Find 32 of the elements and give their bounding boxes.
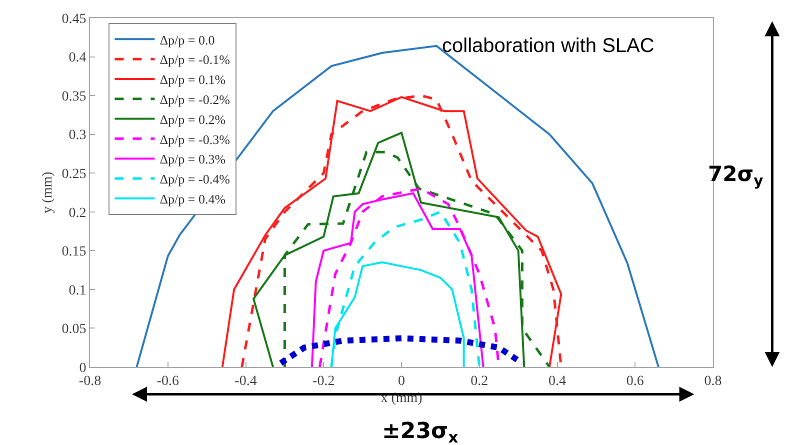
x-tick-label: 0.8 <box>704 374 722 389</box>
x-tick-label: 0.6 <box>626 374 644 389</box>
x-tick-label: -0.8 <box>78 374 102 389</box>
x-tick-label: -0.6 <box>156 374 179 389</box>
y-tick-label: 0.25 <box>62 167 86 182</box>
annotation: 72σ$_{y}$ <box>708 162 764 190</box>
x-tick-label: 0 <box>398 374 405 389</box>
y-axis-title: y (mm) <box>40 171 56 214</box>
y-tick-label: 0.35 <box>62 89 86 104</box>
y-tick-label: 0.3 <box>68 128 86 144</box>
legend-label: Δp/p = -0.2% <box>160 92 230 107</box>
y-tick-label: 0 <box>79 360 86 376</box>
x-tick-label: 0.4 <box>548 374 566 389</box>
legend-label: Δp/p = 0.0 <box>160 32 215 48</box>
x-tick-label: 0.2 <box>470 374 488 389</box>
y-tick-label: 0.4 <box>68 50 86 66</box>
y-tick-label: 0.15 <box>62 244 86 260</box>
legend-label: Δp/p = -0.1% <box>160 52 230 68</box>
y-tick-label: 0.05 <box>62 322 86 338</box>
legend-label: Δp/p = 0.3% <box>160 152 226 167</box>
x-tick-label: -0.2 <box>312 374 335 389</box>
y-tick-label: 0.2 <box>68 206 86 221</box>
y-tick-label: 0.1 <box>68 283 86 298</box>
legend-label: Δp/p = -0.4% <box>160 172 230 187</box>
legend-label: Δp/p = -0.3% <box>160 132 230 147</box>
legend-label: Δp/p = 0.1% <box>160 72 226 88</box>
x-tick-label: -0.4 <box>234 374 257 389</box>
legend-label: Δp/p = 0.2% <box>160 112 226 127</box>
text: ±23σ$_{x}$ <box>382 419 458 445</box>
annotation: collaboration with SLAC <box>442 35 654 57</box>
legend-label: Δp/p = 0.4% <box>160 191 226 206</box>
y-tick-label: 0.45 <box>62 12 86 27</box>
